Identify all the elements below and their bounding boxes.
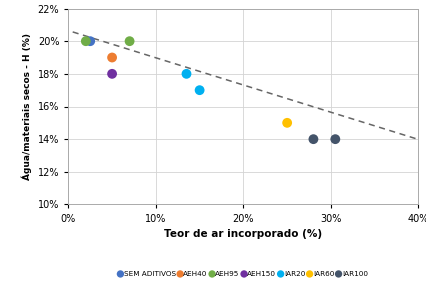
Y-axis label: Água/materiais secos - H (%): Água/materiais secos - H (%) (22, 33, 32, 180)
AEH150 (108, 72, 115, 76)
SEM ADITIVOS (86, 39, 93, 43)
Point (331, 137, 338, 141)
Legend: SEM ADITIVOS, AEH40, AEH95, AEH150, IAR20, IAR60, IAR100: SEM ADITIVOS, AEH40, AEH95, AEH150, IAR2… (119, 271, 367, 277)
IAR60 (283, 120, 290, 125)
AEH40 (108, 55, 115, 60)
IAR20 (183, 72, 190, 76)
AEH95 (82, 39, 89, 43)
Point (196, 88, 203, 93)
X-axis label: Teor de ar incorporado (%): Teor de ar incorporado (%) (164, 229, 322, 239)
Point (126, 39, 133, 43)
IAR100 (309, 137, 316, 141)
